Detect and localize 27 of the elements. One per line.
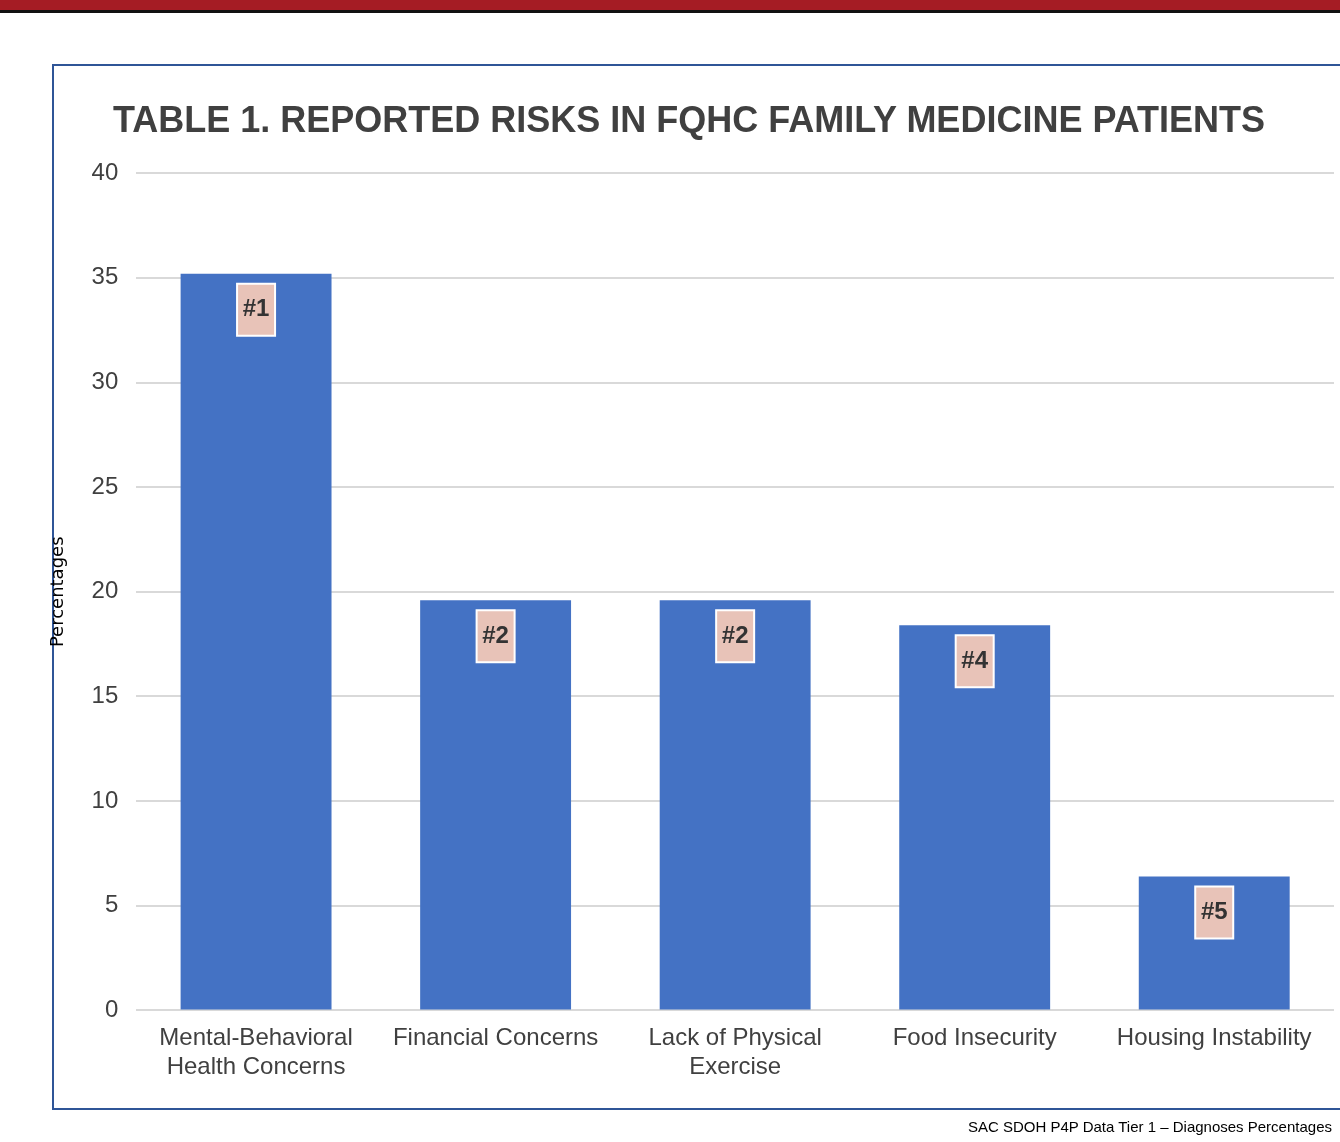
bar	[899, 625, 1051, 1010]
x-tick-label: Lack of Physical Exercise	[648, 1023, 822, 1080]
y-tick-label: 35	[91, 262, 119, 290]
annotation: #1	[242, 294, 270, 322]
y-tick-label: 30	[91, 367, 119, 395]
bar	[180, 273, 332, 1010]
y-tick-label: 25	[91, 471, 119, 499]
bar	[659, 600, 811, 1010]
x-tick-label: Food Insecurity	[892, 1023, 1057, 1051]
y-tick-label: 40	[91, 157, 119, 185]
chart-title: TABLE 1. REPORTED RISKS IN FQHC FAMILY MEDICINE PATIENTS	[112, 98, 1266, 140]
annotation: #5	[1200, 897, 1228, 925]
y-tick-label: 0	[104, 995, 119, 1023]
annotation: #2	[482, 620, 509, 648]
bar	[1138, 876, 1290, 1010]
x-tick-label: Financial Concerns	[392, 1023, 599, 1051]
annotation: #2	[721, 620, 749, 648]
y-tick-label: 5	[104, 890, 119, 918]
y-tick-label: 20	[91, 576, 119, 604]
text: SAC SDOH P4P Data Tier 1 – Diagnoses Percentages	[967, 1118, 1332, 1135]
bar	[420, 600, 572, 1010]
annotation: #4	[961, 645, 989, 673]
x-tick-label: Mental-Behavioral Health Concerns	[159, 1023, 353, 1080]
x-tick-label: Housing Instability	[1116, 1023, 1312, 1051]
y-axis-title: Percentages	[46, 536, 68, 648]
y-tick-label: 15	[91, 681, 119, 709]
y-tick-label: 10	[91, 785, 119, 813]
